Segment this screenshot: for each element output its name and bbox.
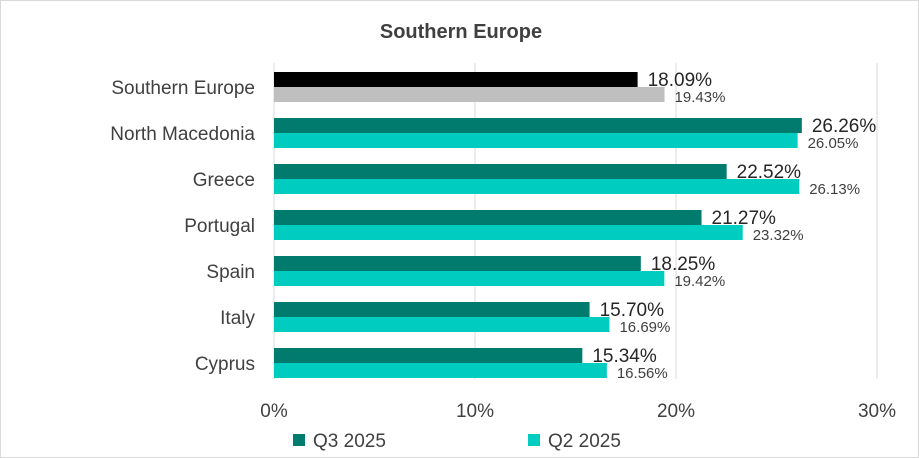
category-label-spain: Spain — [206, 262, 255, 283]
data-label-southern-europe-q3-2025: 18.09% — [648, 70, 713, 91]
x-tick-label: 10% — [456, 401, 494, 422]
bar-portugal-q3-2025 — [274, 210, 702, 225]
category-labels: Southern Europe North Macedonia Greece Port… — [110, 78, 255, 375]
x-tick-labels: 0% 10% 20% 30% — [260, 401, 896, 422]
data-label-spain-q2-2025: 19.42% — [674, 273, 725, 290]
category-label-portugal: Portugal — [184, 216, 255, 237]
bar-spain-q2-2025 — [274, 271, 665, 286]
legend: Q3 2025 Q2 2025 — [293, 431, 621, 452]
legend-swatch-q2-2025 — [528, 434, 540, 446]
category-label-north-macedonia: North Macedonia — [110, 124, 255, 145]
chart-title: Southern Europe — [380, 21, 542, 43]
data-label-north-macedonia-q2-2025: 26.05% — [808, 135, 859, 152]
bar-italy-q2-2025 — [274, 317, 610, 332]
legend-label-q3-2025: Q3 2025 — [313, 431, 386, 452]
bar-labels: 18.09%19.43% 26.26%26.05% 22.52% 26.13% 21.2… — [592, 70, 876, 382]
data-label-north-macedonia-q3-2025: 26.26% — [812, 116, 877, 137]
bar-southern-europe-q3-2025 — [274, 72, 638, 87]
bar-cyprus-q3-2025 — [274, 348, 583, 363]
category-label-greece: Greece — [193, 170, 255, 191]
bar-greece-q2-2025 — [274, 179, 800, 194]
bar-southern-europe-q2-2025 — [274, 87, 665, 102]
data-label-cyprus-q3-2025: 15.34% — [592, 346, 657, 367]
data-label-southern-europe-q2-2025: 19.43% — [675, 89, 726, 106]
category-label-cyprus: Cyprus — [195, 354, 255, 375]
bar-greece-q3-2025 — [274, 164, 727, 179]
x-tick-label: 0% — [260, 401, 288, 422]
data-label-greece-q3-2025: 22.52% — [737, 162, 802, 183]
bar-portugal-q2-2025 — [274, 225, 743, 240]
category-label-italy: Italy — [220, 308, 255, 329]
legend-label-q2-2025: Q2 2025 — [548, 431, 621, 452]
data-label-cyprus-q2-2025: 16.56% — [617, 365, 668, 382]
data-label-greece-q2-2025: 26.13% — [809, 181, 860, 198]
data-label-spain-q3-2025: 18.25% — [651, 254, 716, 275]
data-label-italy-q3-2025: 15.70% — [600, 300, 665, 321]
legend-swatch-q3-2025 — [293, 434, 305, 446]
data-label-italy-q2-2025: 16.69% — [619, 319, 670, 336]
bars — [274, 72, 802, 378]
bar-italy-q3-2025 — [274, 302, 590, 317]
data-label-portugal-q3-2025: 21.27% — [712, 208, 777, 229]
x-tick-label: 30% — [858, 401, 896, 422]
data-label-portugal-q2-2025: 23.32% — [753, 227, 804, 244]
bar-north-macedonia-q3-2025 — [274, 118, 802, 133]
category-label-southern-europe: Southern Europe — [111, 78, 255, 99]
bar-spain-q3-2025 — [274, 256, 641, 271]
bar-north-macedonia-q2-2025 — [274, 133, 798, 148]
bar-cyprus-q2-2025 — [274, 363, 607, 378]
x-tick-label: 20% — [657, 401, 695, 422]
